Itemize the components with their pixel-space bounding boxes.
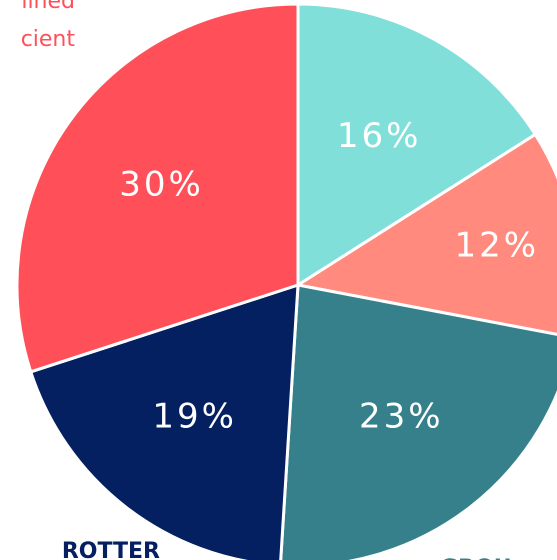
slice-label: 23%	[359, 397, 444, 437]
category-label: GROU	[440, 556, 512, 560]
pie-slice	[15, 2, 300, 374]
category-label: lined	[21, 0, 75, 14]
pie-slice	[279, 283, 557, 560]
category-label: ROTTER	[62, 539, 160, 560]
slice-label: 16%	[337, 116, 422, 156]
slice-label: 19%	[152, 397, 237, 437]
category-label: cient	[21, 27, 76, 52]
pie-slice	[293, 132, 557, 336]
pie-slice	[296, 2, 538, 288]
pie-slice	[28, 282, 300, 560]
slice-label: 12%	[454, 226, 539, 266]
slice-label: 30%	[119, 164, 204, 204]
